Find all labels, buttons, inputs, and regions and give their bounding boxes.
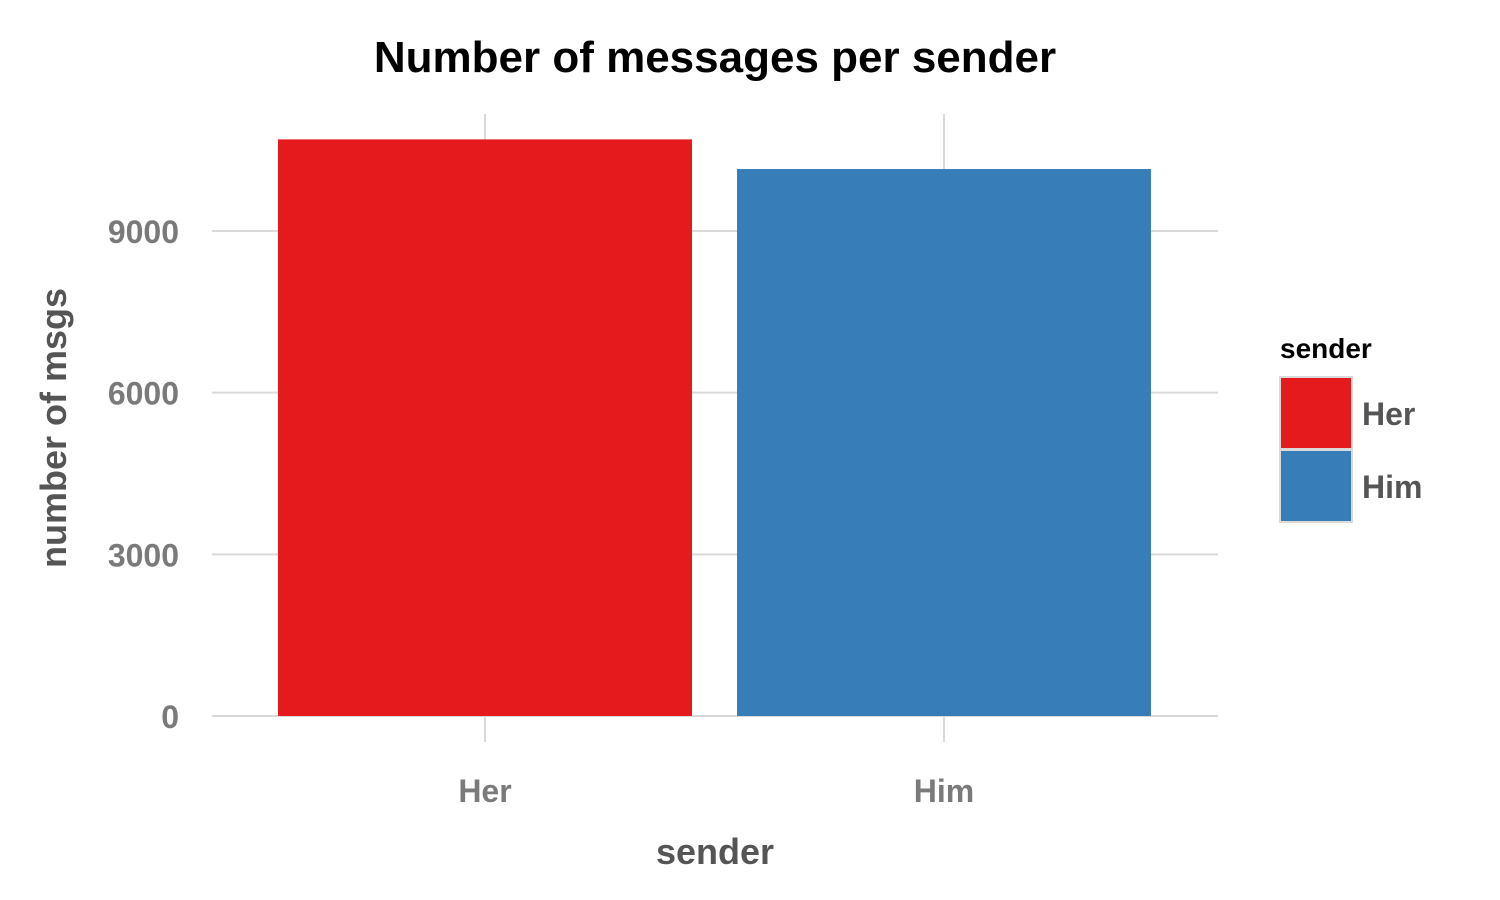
x-tick-label: Him <box>914 773 974 809</box>
y-axis-title: number of msgs <box>33 288 74 568</box>
bar-her <box>278 139 692 716</box>
y-axis-ticks: 0 3000 6000 9000 <box>108 214 179 735</box>
legend-title: sender <box>1280 333 1372 364</box>
legend-entries: Her Him <box>1279 376 1422 523</box>
y-tick-label: 6000 <box>108 376 179 412</box>
x-tick-label: Her <box>458 773 511 809</box>
legend-label-him: Him <box>1362 469 1422 505</box>
x-axis-title: sender <box>656 831 774 872</box>
y-tick-label: 9000 <box>108 214 179 250</box>
bars <box>278 139 1151 716</box>
x-axis-ticks: Her Him <box>458 773 974 809</box>
legend: sender Her Him <box>1279 333 1422 523</box>
y-tick-label: 0 <box>161 699 179 735</box>
bar-him <box>737 169 1151 716</box>
y-tick-label: 3000 <box>108 537 179 573</box>
chart-title: Number of messages per sender <box>374 33 1056 82</box>
legend-swatch-him <box>1279 449 1353 523</box>
legend-label-her: Her <box>1362 396 1415 432</box>
legend-swatch-her <box>1279 376 1353 450</box>
